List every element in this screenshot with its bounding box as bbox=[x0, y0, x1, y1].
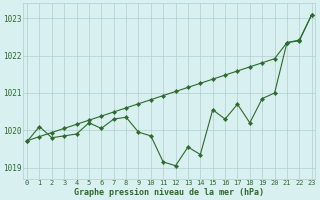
X-axis label: Graphe pression niveau de la mer (hPa): Graphe pression niveau de la mer (hPa) bbox=[74, 188, 264, 197]
